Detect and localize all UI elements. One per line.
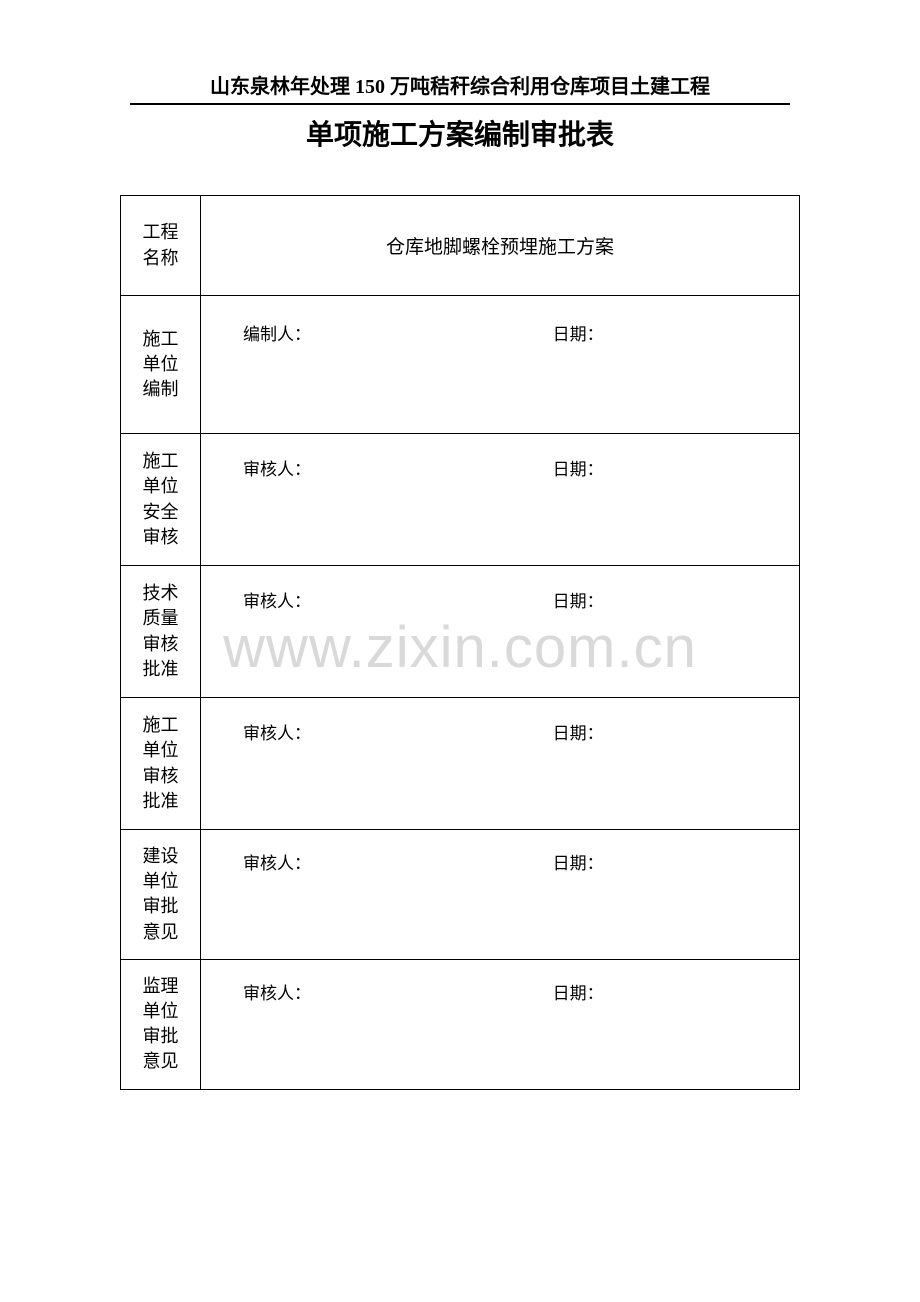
table-row: 监理单位审批意见 审核人： 日期： [121, 959, 800, 1089]
date-label: 日期： [493, 849, 763, 874]
project-title: 山东泉林年处理 150 万吨秸秆综合利用仓库项目土建工程 [130, 70, 790, 105]
table-row: 工程名称 仓库地脚螺栓预埋施工方案 [121, 196, 800, 296]
table-row: 技术质量审核批准 审核人： 日期： [121, 566, 800, 698]
date-label: 日期： [493, 719, 763, 744]
page-container: 山东泉林年处理 150 万吨秸秆综合利用仓库项目土建工程 单项施工方案编制审批表… [0, 0, 920, 1090]
approval-table: 工程名称 仓库地脚螺栓预埋施工方案 施工单位编制 编制人： 日期： 施工单位安全… [120, 195, 800, 1090]
reviewer-label: 审核人： [243, 587, 493, 612]
signature-cell: 审核人： 日期： [201, 566, 800, 698]
row-label-tech-quality: 技术质量审核批准 [121, 566, 201, 698]
date-label: 日期： [493, 587, 763, 612]
row-label-supervisor-opinion: 监理单位审批意见 [121, 959, 201, 1089]
signature-cell: 审核人： 日期： [201, 959, 800, 1089]
reviewer-label: 审核人： [243, 849, 493, 874]
signature-cell: 编制人： 日期： [201, 296, 800, 434]
date-label: 日期： [493, 455, 763, 480]
row-label-project-name: 工程名称 [121, 196, 201, 296]
table-row: 施工单位安全审核 审核人： 日期： [121, 434, 800, 566]
reviewer-label: 审核人： [243, 979, 493, 1004]
row-label-construction-approve: 施工单位审核批准 [121, 698, 201, 830]
reviewer-label: 审核人： [243, 719, 493, 744]
table-row: 建设单位审批意见 审核人： 日期： [121, 830, 800, 960]
row-label-construction-compile: 施工单位编制 [121, 296, 201, 434]
date-label: 日期： [493, 979, 763, 1004]
project-plan-name: 仓库地脚螺栓预埋施工方案 [201, 196, 800, 296]
signature-cell: 审核人： 日期： [201, 698, 800, 830]
table-row: 施工单位审核批准 审核人： 日期： [121, 698, 800, 830]
row-label-safety-review: 施工单位安全审核 [121, 434, 201, 566]
compiler-label: 编制人： [243, 320, 493, 345]
date-label: 日期： [493, 320, 763, 345]
table-row: 施工单位编制 编制人： 日期： [121, 296, 800, 434]
form-title: 单项施工方案编制审批表 [120, 113, 800, 153]
signature-cell: 审核人： 日期： [201, 434, 800, 566]
reviewer-label: 审核人： [243, 455, 493, 480]
row-label-owner-opinion: 建设单位审批意见 [121, 830, 201, 960]
signature-cell: 审核人： 日期： [201, 830, 800, 960]
